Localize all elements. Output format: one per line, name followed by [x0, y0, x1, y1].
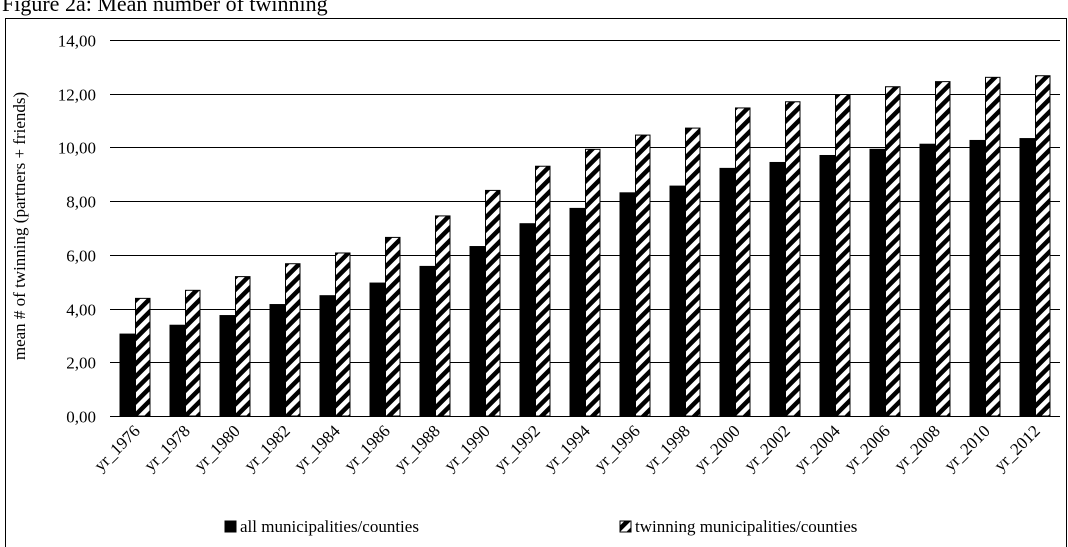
bar-all-municipalities [869, 148, 885, 417]
x-tick-label: yr_2004 [790, 421, 844, 475]
bar-all-municipalities [119, 333, 135, 417]
bar-all-municipalities [969, 139, 985, 417]
bar-twinning-municipalities [335, 252, 351, 417]
y-tick-label: 10,00 [58, 139, 96, 158]
y-tick-label: 0,00 [66, 408, 96, 427]
bar-all-municipalities [469, 246, 485, 417]
bar-all-municipalities [219, 315, 235, 417]
bars [119, 75, 1051, 417]
y-tick-label: 12,00 [58, 86, 96, 105]
x-tick-label: yr_2002 [740, 421, 794, 475]
bar-twinning-municipalities [385, 236, 401, 417]
x-tick-label: yr_2012 [990, 421, 1044, 475]
legend-swatch-twinning [619, 520, 632, 533]
bar-all-municipalities [769, 161, 785, 417]
chart-frame [5, 18, 1067, 547]
x-tick-label: yr_1982 [240, 421, 294, 475]
y-tick-label: 14,00 [58, 32, 96, 51]
y-tick-label: 4,00 [66, 301, 96, 320]
bar-twinning-municipalities [185, 289, 201, 417]
bar-twinning-municipalities [685, 127, 701, 417]
bar-twinning-municipalities [835, 94, 851, 417]
bar-twinning-municipalities [585, 148, 601, 417]
bar-all-municipalities [919, 143, 935, 417]
bar-all-municipalities [619, 192, 635, 417]
x-tick-label: yr_2000 [690, 421, 744, 475]
legend-label-all: all municipalities/counties [240, 517, 419, 536]
bar-all-municipalities [669, 185, 685, 417]
bar-twinning-municipalities [435, 215, 451, 417]
y-tick-label: 8,00 [66, 193, 96, 212]
bar-twinning-municipalities [735, 107, 751, 417]
x-tick-label: yr_1990 [440, 421, 494, 475]
bar-all-municipalities [569, 207, 585, 417]
x-tick-label: yr_2008 [890, 421, 944, 475]
bar-twinning-municipalities [1035, 75, 1051, 417]
bar-all-municipalities [319, 295, 335, 417]
bar-all-municipalities [719, 167, 735, 417]
bar-twinning-municipalities [635, 134, 651, 417]
bar-twinning-municipalities [535, 165, 551, 417]
x-tick-label: yr_1984 [290, 421, 344, 475]
bar-twinning-municipalities [235, 276, 251, 417]
x-tick-label: yr_1980 [190, 421, 244, 475]
bar-twinning-municipalities [135, 297, 151, 417]
bar-all-municipalities [269, 304, 285, 417]
legend-label-twinning: twinning municipalities/counties [635, 517, 857, 536]
x-tick-label: yr_1978 [140, 421, 194, 475]
x-tick-label: yr_1986 [340, 421, 394, 475]
bar-all-municipalities [519, 223, 535, 417]
figure-title: Figure 2a: Mean number of twinning [2, 0, 328, 16]
legend-swatch-all [224, 520, 237, 533]
x-tick-label: yr_1998 [640, 421, 694, 475]
x-tick-label: yr_1992 [490, 421, 544, 475]
x-tick-label: yr_1988 [390, 421, 444, 475]
bar-twinning-municipalities [985, 76, 1001, 417]
bar-all-municipalities [419, 265, 435, 417]
x-tick-label: yr_1976 [90, 421, 144, 475]
y-tick-label: 6,00 [66, 247, 96, 266]
y-tick-label: 2,00 [66, 354, 96, 373]
bar-twinning-municipalities [785, 101, 801, 417]
y-axis-label: mean # of twinning (partners + friends) [10, 92, 29, 360]
bar-all-municipalities [169, 324, 185, 417]
x-tick-label: yr_1996 [590, 421, 644, 475]
bar-twinning-municipalities [485, 189, 501, 417]
x-tick-label: yr_2006 [840, 421, 894, 475]
bar-twinning-municipalities [885, 86, 901, 417]
bar-all-municipalities [1019, 138, 1035, 417]
x-tick-label: yr_2010 [940, 421, 994, 475]
x-axis-ticks: yr_1976yr_1978yr_1980yr_1982yr_1984yr_19… [90, 416, 1060, 475]
bar-twinning-municipalities [285, 263, 301, 417]
x-tick-label: yr_1994 [540, 421, 594, 475]
y-axis-ticks: 0,00 2,00 4,00 6,00 8,00 10,00 12,00 14,00 [58, 32, 96, 427]
bar-all-municipalities [369, 282, 385, 417]
legend: all municipalities/counties twinning muni… [224, 517, 857, 536]
bar-all-municipalities [819, 154, 835, 417]
bar-twinning-municipalities [935, 81, 951, 417]
